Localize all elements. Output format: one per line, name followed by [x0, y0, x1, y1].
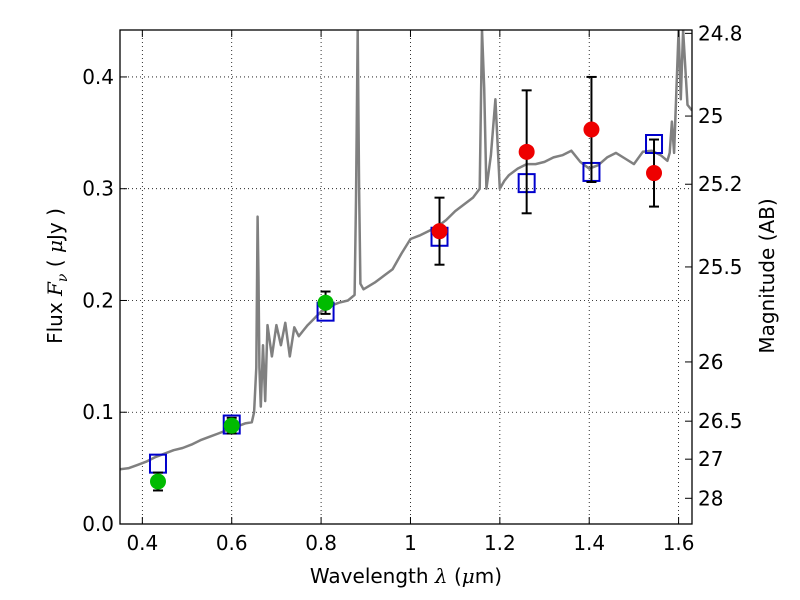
- y2-tick-label: 26: [698, 350, 723, 374]
- y-tick-label: 0.2: [82, 288, 114, 312]
- model-spectrum-line: [120, 30, 692, 471]
- observed-point-green: [223, 417, 240, 434]
- y-tick-label: 0.1: [82, 400, 114, 424]
- x-tick-label: 1: [404, 531, 417, 555]
- y2-tick-label: 25: [698, 104, 723, 128]
- y-axis-label: Flux Fν ( μJy ): [43, 208, 71, 344]
- y2-tick-label: 24.8: [698, 21, 743, 45]
- grid: [120, 30, 692, 525]
- x-tick-label: 1.2: [484, 531, 516, 555]
- y-tick-label: 0.0: [82, 512, 114, 536]
- plot-frame: [119, 29, 693, 525]
- y2-tick-label: 27: [698, 447, 723, 471]
- observed-point-green: [149, 473, 166, 490]
- x-tick-label: 1.4: [573, 531, 605, 555]
- axes: 0.4 0.6 0.8 1 1.2 1.4 1.6 0.0 0.1 0.2 0.3 0.4 24.8 25…: [82, 21, 742, 555]
- y2-axis-label: Magnitude (AB): [755, 198, 779, 353]
- y2-tick-label: 25.5: [698, 255, 743, 279]
- x-tick-label: 0.6: [216, 531, 248, 555]
- observed-point-red: [583, 121, 600, 138]
- y2-tick-label: 25.2: [698, 172, 743, 196]
- y2-tick-label: 28: [698, 486, 723, 510]
- x-tick-label: 0.4: [126, 531, 158, 555]
- observed-point-red: [646, 165, 663, 182]
- observed-point-red: [518, 143, 535, 160]
- x-tick-label: 0.8: [305, 531, 337, 555]
- plot-area: [120, 30, 692, 492]
- y-tick-label: 0.4: [82, 65, 114, 89]
- x-tick-label: 1.6: [663, 531, 695, 555]
- x-axis-label: Wavelength λ (μm): [310, 564, 502, 588]
- y2-tick-label: 26.5: [698, 409, 743, 433]
- observed-point-green: [317, 294, 334, 311]
- observed-point-red: [431, 223, 448, 240]
- y-tick-label: 0.3: [82, 177, 114, 201]
